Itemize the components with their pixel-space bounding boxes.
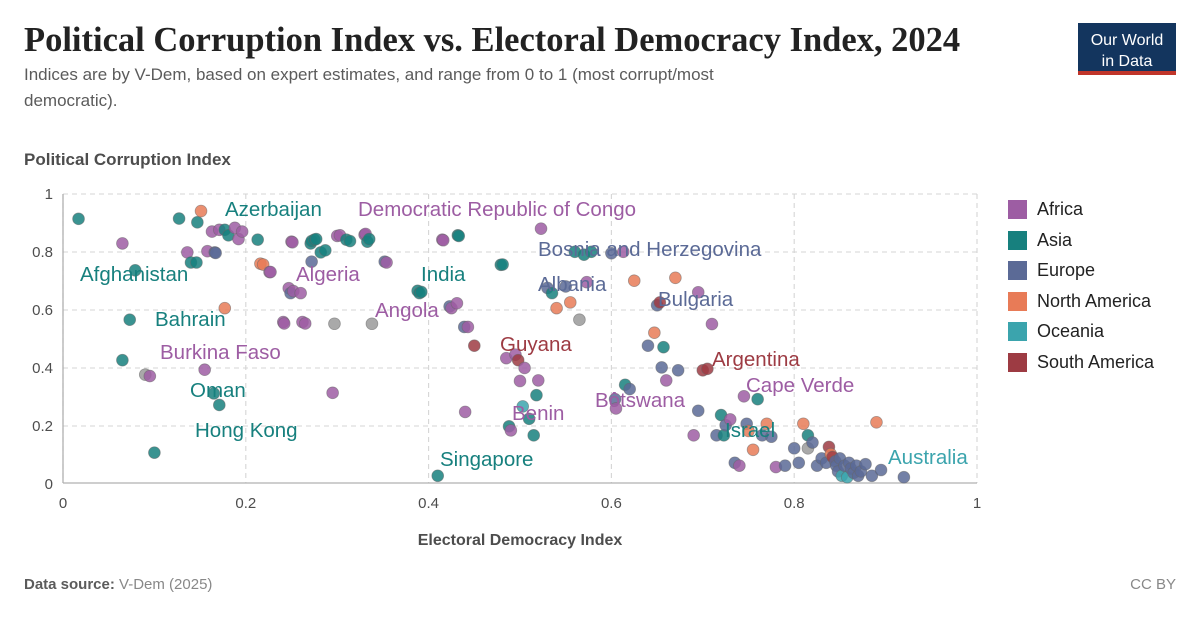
svg-text:Electoral Democracy Index: Electoral Democracy Index [418, 532, 623, 549]
svg-text:Burkina Faso: Burkina Faso [160, 341, 281, 364]
svg-text:Azerbaijan: Azerbaijan [225, 198, 322, 221]
svg-text:0.8: 0.8 [32, 244, 53, 261]
svg-text:0.2: 0.2 [32, 418, 53, 435]
svg-text:Afghanistan: Afghanistan [80, 263, 188, 286]
svg-text:0.8: 0.8 [784, 495, 805, 512]
svg-text:Singapore: Singapore [440, 448, 533, 471]
svg-text:India: India [421, 263, 466, 286]
svg-text:Democratic Republic of Congo: Democratic Republic of Congo [358, 198, 636, 221]
svg-text:1: 1 [45, 186, 53, 203]
svg-text:Guyana: Guyana [500, 333, 572, 356]
svg-text:Albania: Albania [538, 273, 607, 296]
svg-text:Israel: Israel [725, 419, 775, 442]
svg-text:0.4: 0.4 [418, 495, 439, 512]
svg-text:Cape Verde: Cape Verde [746, 374, 854, 397]
svg-text:Australia: Australia [888, 446, 968, 469]
svg-text:Algeria: Algeria [296, 263, 360, 286]
svg-text:Benin: Benin [512, 402, 564, 425]
svg-text:0: 0 [59, 495, 67, 512]
svg-text:Bahrain: Bahrain [155, 308, 226, 331]
svg-text:0.2: 0.2 [235, 495, 256, 512]
svg-text:Bôtswana: Bôtswana [595, 389, 686, 412]
svg-text:Bosnia and Herzegovina: Bosnia and Herzegovina [538, 238, 762, 261]
svg-text:Hong Kong: Hong Kong [195, 419, 298, 442]
svg-text:0: 0 [45, 476, 53, 493]
svg-text:Bulgaria: Bulgaria [658, 288, 734, 311]
svg-text:0.4: 0.4 [32, 360, 53, 377]
svg-text:Angola: Angola [375, 299, 439, 322]
svg-text:0.6: 0.6 [601, 495, 622, 512]
svg-text:0.6: 0.6 [32, 302, 53, 319]
svg-text:Oman: Oman [190, 379, 246, 402]
svg-text:1: 1 [973, 495, 981, 512]
svg-text:Argentina: Argentina [712, 348, 800, 371]
